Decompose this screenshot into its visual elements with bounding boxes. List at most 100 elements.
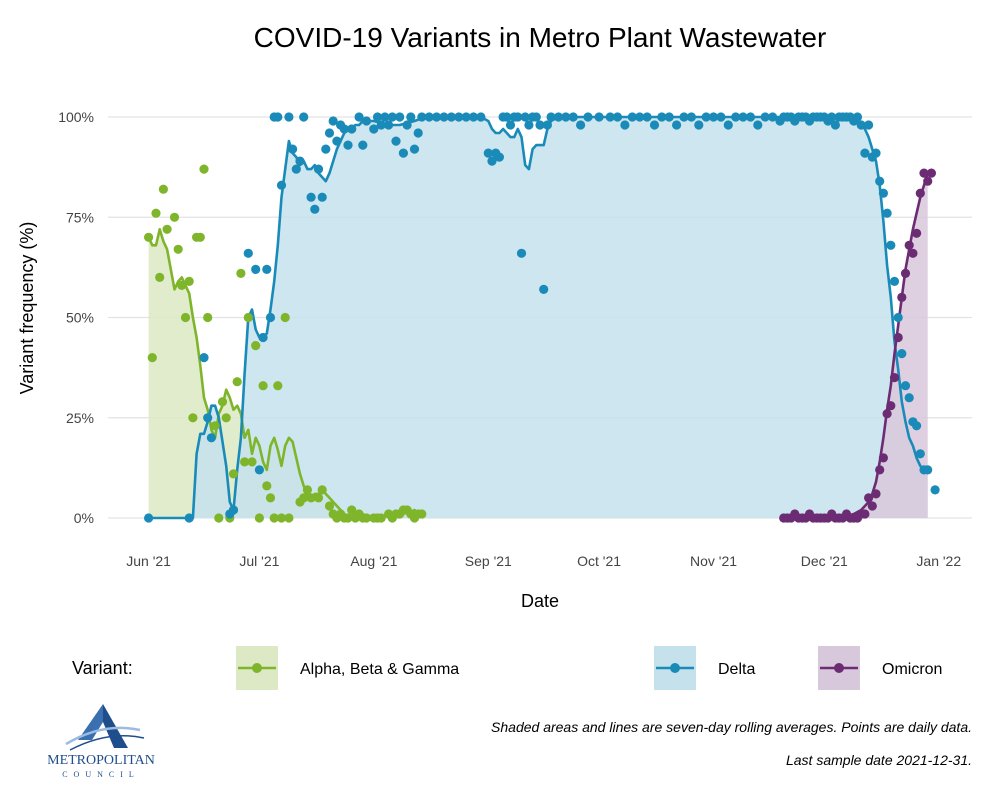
point-delta	[317, 192, 327, 202]
point-delta	[347, 124, 357, 134]
point-delta	[424, 112, 434, 122]
point-omicron	[882, 409, 892, 419]
point-alpha-beta-gamma	[361, 513, 372, 523]
point-omicron	[926, 168, 937, 178]
point-delta	[295, 156, 305, 166]
point-omicron	[867, 501, 877, 511]
point-delta	[535, 120, 545, 130]
point-delta	[369, 124, 379, 134]
point-delta	[395, 112, 405, 122]
point-delta	[701, 112, 711, 122]
point-delta	[265, 312, 276, 323]
point-alpha-beta-gamma	[144, 232, 154, 242]
point-delta	[686, 112, 697, 122]
point-delta	[299, 112, 309, 122]
point-alpha-beta-gamma	[147, 353, 157, 363]
point-delta	[664, 112, 674, 122]
point-delta	[358, 140, 368, 150]
point-delta	[276, 180, 287, 190]
point-alpha-beta-gamma	[284, 513, 294, 523]
point-delta	[875, 176, 885, 186]
point-alpha-beta-gamma	[221, 413, 231, 423]
point-delta	[882, 208, 892, 218]
point-delta	[864, 120, 874, 130]
point-delta	[144, 513, 154, 523]
point-alpha-beta-gamma	[280, 312, 290, 323]
point-delta	[502, 112, 512, 122]
legend-point	[670, 663, 680, 673]
point-delta	[494, 152, 504, 162]
logo-mark: METROPOLITAN COUNCIL	[47, 704, 155, 779]
point-delta	[897, 349, 907, 359]
point-delta	[468, 112, 479, 122]
point-alpha-beta-gamma	[184, 276, 194, 286]
y-tick-label: 25%	[66, 410, 94, 426]
point-omicron	[897, 292, 907, 302]
point-delta	[284, 112, 294, 122]
point-delta	[372, 112, 383, 122]
point-delta	[461, 112, 471, 122]
point-delta	[243, 248, 253, 258]
point-omicron	[889, 373, 900, 383]
point-delta	[505, 120, 516, 130]
point-delta	[760, 112, 770, 122]
point-delta	[923, 465, 933, 475]
point-alpha-beta-gamma	[347, 505, 357, 515]
point-omicron	[908, 248, 918, 258]
legend-title: Variant:	[72, 658, 133, 678]
point-delta	[288, 144, 298, 154]
point-omicron	[900, 268, 911, 278]
point-omicron	[871, 489, 881, 499]
point-omicron	[893, 332, 903, 343]
point-delta	[262, 264, 272, 274]
point-delta	[893, 312, 903, 323]
point-delta	[915, 449, 925, 459]
point-omicron	[878, 453, 889, 463]
metropolitan-council-logo: METROPOLITAN COUNCIL	[47, 700, 158, 780]
legend-label: Alpha, Beta & Gamma	[300, 661, 459, 678]
point-delta	[856, 120, 866, 130]
point-delta	[708, 112, 719, 122]
point-delta	[583, 112, 593, 122]
point-delta	[649, 120, 660, 130]
point-delta	[328, 116, 338, 126]
point-delta	[398, 148, 408, 158]
point-alpha-beta-gamma	[258, 381, 268, 391]
point-delta	[672, 120, 682, 130]
point-alpha-beta-gamma	[195, 232, 205, 242]
point-delta	[827, 112, 837, 122]
point-alpha-beta-gamma	[162, 224, 172, 234]
point-delta	[679, 112, 689, 122]
point-delta	[228, 505, 239, 515]
point-delta	[391, 136, 401, 146]
point-delta	[531, 112, 541, 122]
point-omicron	[875, 465, 885, 475]
chart-title: COVID-19 Variants in Metro Plant Wastewa…	[254, 22, 827, 53]
point-alpha-beta-gamma	[313, 493, 324, 503]
legend: Alpha, Beta & Gamma Delta Omicron	[236, 646, 942, 690]
point-delta	[476, 112, 486, 122]
point-delta	[738, 112, 748, 122]
point-delta	[310, 204, 320, 214]
point-alpha-beta-gamma	[324, 501, 335, 511]
point-alpha-beta-gamma	[173, 244, 183, 254]
point-delta	[612, 112, 623, 122]
point-delta	[332, 136, 342, 146]
point-delta	[483, 148, 493, 158]
y-tick-label: 0%	[74, 510, 94, 526]
point-delta	[516, 248, 527, 258]
point-delta	[561, 112, 571, 122]
x-tick-label: Jun '21	[126, 553, 171, 569]
point-delta	[768, 112, 778, 122]
point-alpha-beta-gamma	[276, 513, 287, 523]
point-delta	[413, 128, 423, 138]
point-omicron	[904, 240, 914, 250]
point-delta	[324, 128, 335, 138]
point-delta	[723, 120, 733, 130]
point-delta	[520, 112, 530, 122]
footnote-averages: Shaded areas and lines are seven-day rol…	[491, 719, 972, 735]
point-delta	[291, 164, 301, 174]
point-delta	[206, 433, 216, 443]
point-delta	[203, 413, 213, 423]
point-delta	[251, 264, 261, 274]
